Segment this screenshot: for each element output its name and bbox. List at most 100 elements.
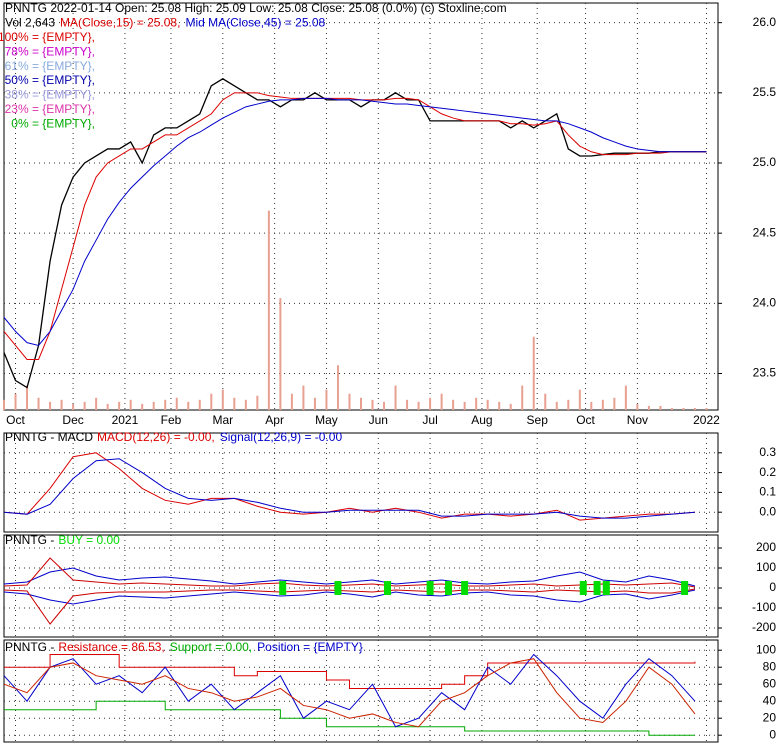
legend-entry: Vol 2,643 [5, 16, 55, 30]
volume-bar [475, 397, 478, 410]
y-tick-label: 24.5 [753, 225, 777, 239]
y-tick-label: 100 [756, 642, 776, 656]
buy-marker [602, 581, 610, 595]
x-tick-label: Apr [265, 413, 284, 427]
x-tick-label: Dec [62, 413, 83, 427]
y-tick-label: 0.2 [759, 465, 776, 479]
panel-title: PNNTG - [5, 640, 54, 654]
x-tick-label: May [315, 413, 338, 427]
series-line [3, 452, 696, 521]
volume-bar [60, 399, 63, 410]
volume-bar [3, 399, 5, 410]
volume-bar [325, 389, 328, 410]
fib-level-label: 78% = {EMPTY}, [5, 44, 95, 58]
buy-marker [334, 581, 342, 595]
series-line [3, 653, 696, 728]
volume-bar [187, 401, 190, 410]
y-tick-label: 0 [769, 580, 776, 594]
series-line [3, 567, 696, 587]
panel-frame [3, 2, 719, 411]
volume-bar [244, 399, 247, 410]
buy-marker [279, 581, 287, 595]
volume-bar [417, 401, 420, 410]
x-tick-label: 2022 [693, 413, 720, 427]
volume-bar [429, 397, 432, 410]
series-line [4, 700, 695, 736]
volume-bar [26, 385, 29, 410]
fib-level-label: 23% = {EMPTY}, [5, 102, 95, 116]
volume-bar [279, 298, 282, 410]
panel-frame [3, 534, 719, 638]
series-line [3, 458, 696, 519]
volume-bar [532, 336, 535, 410]
buy-marker [579, 581, 587, 595]
legend-entry: Support = 0.00, [170, 640, 252, 654]
volume-bar [14, 393, 17, 410]
y-tick-label: 25.5 [753, 85, 777, 99]
x-tick-label: Nov [627, 413, 648, 427]
x-tick-label: Oct [576, 413, 595, 427]
y-tick-label: 0.1 [759, 485, 776, 499]
volume-bar [705, 407, 708, 410]
volume-bar [486, 399, 489, 410]
legend-entry: Mid MA(Close,45) = 25.08 [185, 16, 325, 30]
volume-bar [348, 393, 351, 410]
volume-bar [267, 210, 270, 410]
y-tick-label: 0.3 [759, 445, 776, 459]
series-line [4, 653, 696, 689]
volume-bar [256, 395, 259, 410]
x-tick-label: Mar [212, 413, 233, 427]
volume-bar [37, 397, 40, 410]
y-tick-label: 60 [763, 676, 777, 690]
volume-bar [452, 399, 455, 410]
legend-entry: MACD(12,26) = -0.00, [97, 430, 215, 444]
volume-bar [659, 405, 662, 410]
x-tick-label: Feb [161, 413, 182, 427]
volume-bar [601, 399, 604, 410]
volume-bar [394, 385, 397, 410]
y-tick-label: 0 [769, 727, 776, 741]
volume-bar [360, 397, 362, 410]
y-tick-label: 80 [763, 659, 777, 673]
volume-bar [440, 393, 443, 410]
volume-bar [521, 385, 524, 410]
y-tick-label: 40 [763, 693, 777, 707]
volume-bar [106, 403, 109, 410]
volume-bar [647, 405, 650, 410]
volume-bar [72, 403, 75, 410]
x-tick-label: 2021 [112, 413, 139, 427]
volume-bar [164, 399, 167, 410]
x-tick-label: Jul [422, 413, 437, 427]
fib-level-label: 38% = {EMPTY}, [5, 88, 95, 102]
volume-bar [567, 399, 570, 410]
y-tick-label: 23.5 [753, 366, 777, 380]
volume-bar [693, 407, 696, 410]
volume-bar [129, 399, 132, 410]
volume-bar [383, 401, 386, 410]
fib-level-label: 0% = {EMPTY}, [11, 116, 95, 130]
volume-bar [95, 397, 98, 410]
volume-bar [544, 393, 547, 410]
volume-bar [290, 393, 293, 410]
fib-level-label: 100% = {EMPTY}, [0, 30, 95, 44]
volume-bar [175, 397, 178, 410]
volume-bar [302, 385, 305, 410]
buy-marker [681, 581, 689, 595]
y-tick-label: 20 [763, 710, 777, 724]
volume-bar [682, 407, 685, 410]
volume-bar [406, 399, 409, 410]
x-tick-label: Aug [471, 413, 492, 427]
legend-entry: Position = {EMPTY} [257, 640, 363, 654]
volume-bar [578, 389, 581, 410]
volume-bar [590, 401, 593, 410]
legend-entry: BUY = 0.00 [58, 533, 120, 547]
series-line [3, 589, 696, 605]
volume-bar [613, 397, 616, 410]
y-tick-label: 25.0 [753, 155, 777, 169]
volume-bar [624, 385, 627, 410]
y-tick-label: 0.0 [759, 504, 776, 518]
y-tick-label: 100 [756, 560, 776, 574]
y-tick-label: 24.0 [753, 296, 777, 310]
